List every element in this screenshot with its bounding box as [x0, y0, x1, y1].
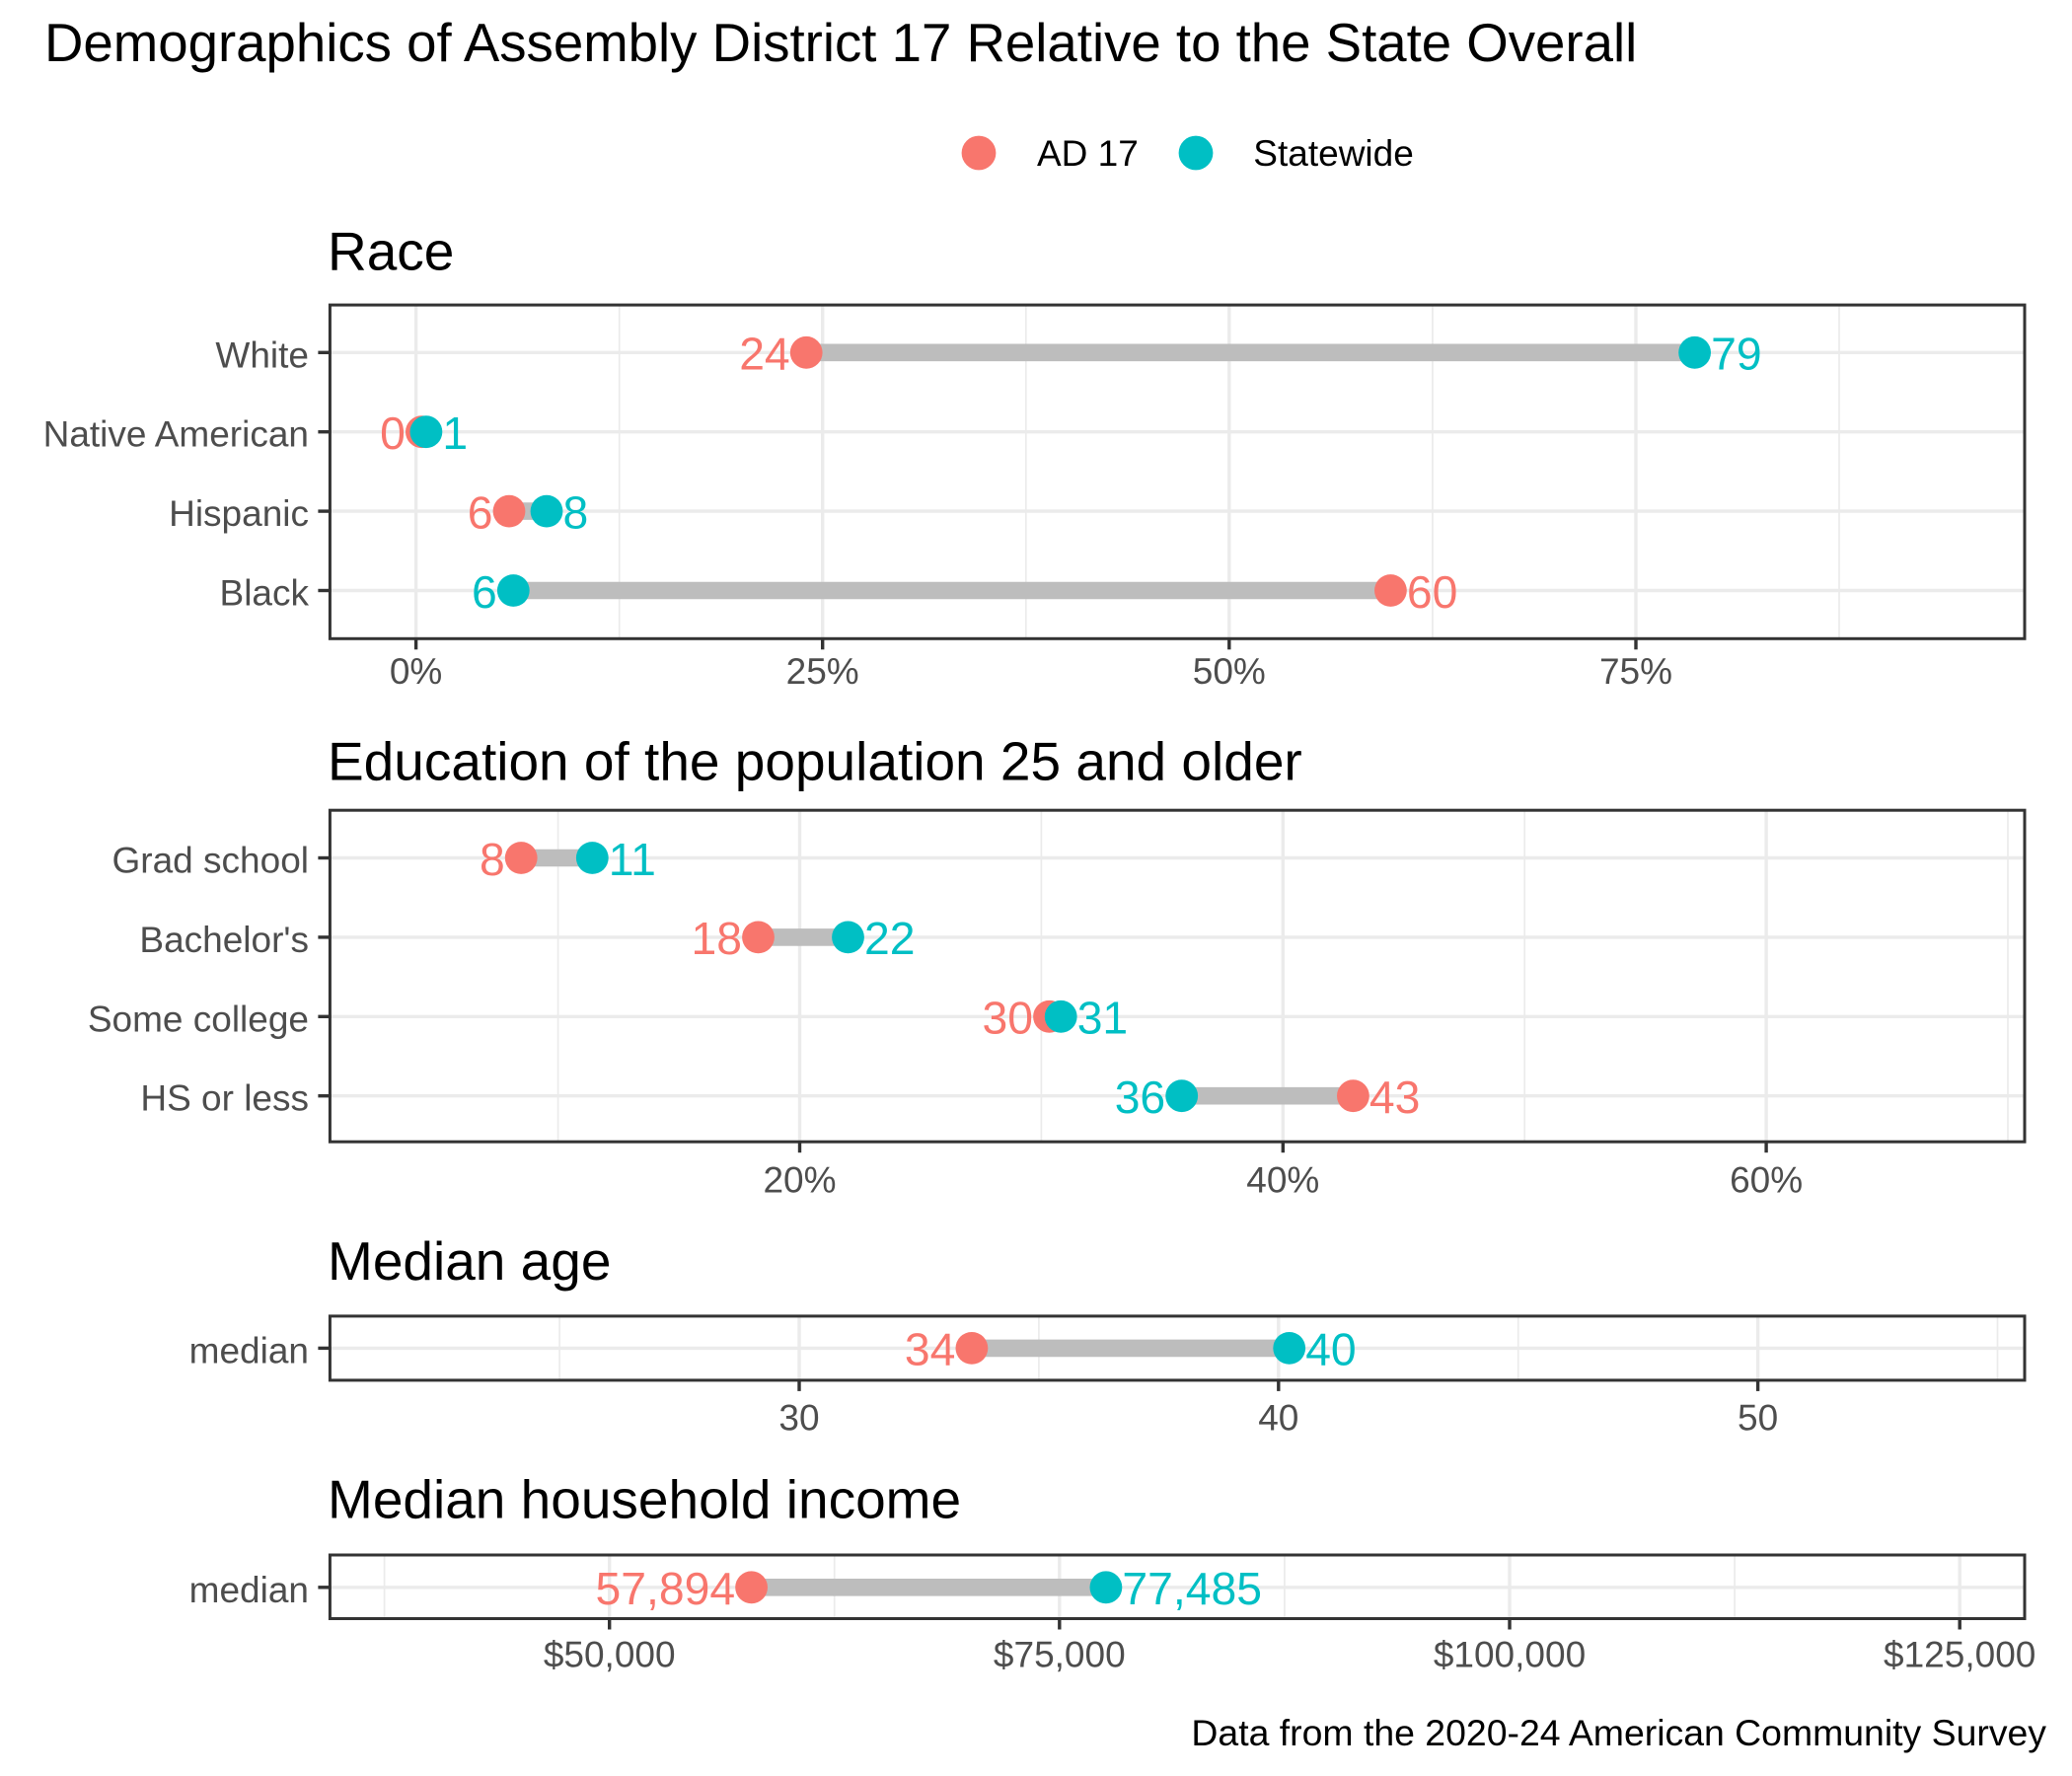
- svg-text:6: 6: [468, 486, 493, 538]
- svg-text:30: 30: [983, 993, 1034, 1044]
- svg-text:median: median: [189, 1330, 309, 1370]
- svg-text:50: 50: [1738, 1398, 1778, 1439]
- svg-text:25%: 25%: [786, 651, 859, 692]
- svg-text:Black: Black: [220, 573, 310, 614]
- svg-text:22: 22: [864, 913, 916, 964]
- svg-text:$125,000: $125,000: [1884, 1634, 2035, 1674]
- svg-text:11: 11: [609, 834, 656, 885]
- svg-text:Education of the population 25: Education of the population 25 and older: [328, 731, 1302, 792]
- svg-text:Data from the 2020-24 American: Data from the 2020-24 American Community…: [1191, 1712, 2046, 1753]
- svg-text:40: 40: [1258, 1398, 1298, 1439]
- svg-text:HS or less: HS or less: [140, 1078, 309, 1119]
- svg-text:Demographics of Assembly Distr: Demographics of Assembly District 17 Rel…: [44, 13, 1637, 73]
- svg-text:median: median: [189, 1570, 309, 1610]
- svg-text:43: 43: [1369, 1072, 1421, 1123]
- svg-text:Grad school: Grad school: [112, 841, 310, 881]
- svg-text:$100,000: $100,000: [1434, 1634, 1586, 1674]
- svg-text:Hispanic: Hispanic: [169, 493, 309, 534]
- svg-text:AD 17: AD 17: [1037, 133, 1139, 174]
- svg-text:0: 0: [380, 407, 406, 459]
- svg-text:Native American: Native American: [43, 414, 309, 455]
- svg-text:50%: 50%: [1193, 651, 1266, 692]
- svg-text:Bachelor's: Bachelor's: [139, 920, 309, 960]
- svg-text:34: 34: [905, 1324, 956, 1375]
- svg-text:40%: 40%: [1246, 1159, 1319, 1200]
- svg-text:20%: 20%: [763, 1159, 836, 1200]
- svg-text:75%: 75%: [1599, 651, 1672, 692]
- svg-text:31: 31: [1077, 993, 1129, 1044]
- svg-text:57,894: 57,894: [595, 1563, 735, 1614]
- svg-text:8: 8: [480, 834, 505, 885]
- svg-text:30: 30: [778, 1398, 819, 1439]
- svg-text:60%: 60%: [1730, 1159, 1803, 1200]
- svg-text:Median age: Median age: [328, 1230, 611, 1292]
- svg-text:White: White: [215, 334, 309, 375]
- svg-text:8: 8: [563, 486, 589, 538]
- svg-text:$50,000: $50,000: [544, 1634, 676, 1674]
- svg-text:Median household income: Median household income: [328, 1469, 961, 1530]
- svg-text:$75,000: $75,000: [994, 1634, 1126, 1674]
- svg-text:Some college: Some college: [88, 999, 309, 1039]
- svg-text:77,485: 77,485: [1122, 1563, 1262, 1614]
- svg-text:Statewide: Statewide: [1253, 133, 1414, 174]
- svg-text:79: 79: [1711, 329, 1762, 380]
- svg-text:6: 6: [472, 566, 497, 618]
- svg-text:0%: 0%: [390, 651, 442, 692]
- svg-text:36: 36: [1115, 1072, 1166, 1123]
- svg-text:40: 40: [1305, 1324, 1357, 1375]
- svg-text:60: 60: [1407, 566, 1458, 618]
- svg-text:24: 24: [739, 329, 790, 380]
- svg-text:Race: Race: [328, 220, 454, 281]
- svg-text:18: 18: [692, 913, 743, 964]
- svg-text:1: 1: [442, 407, 468, 459]
